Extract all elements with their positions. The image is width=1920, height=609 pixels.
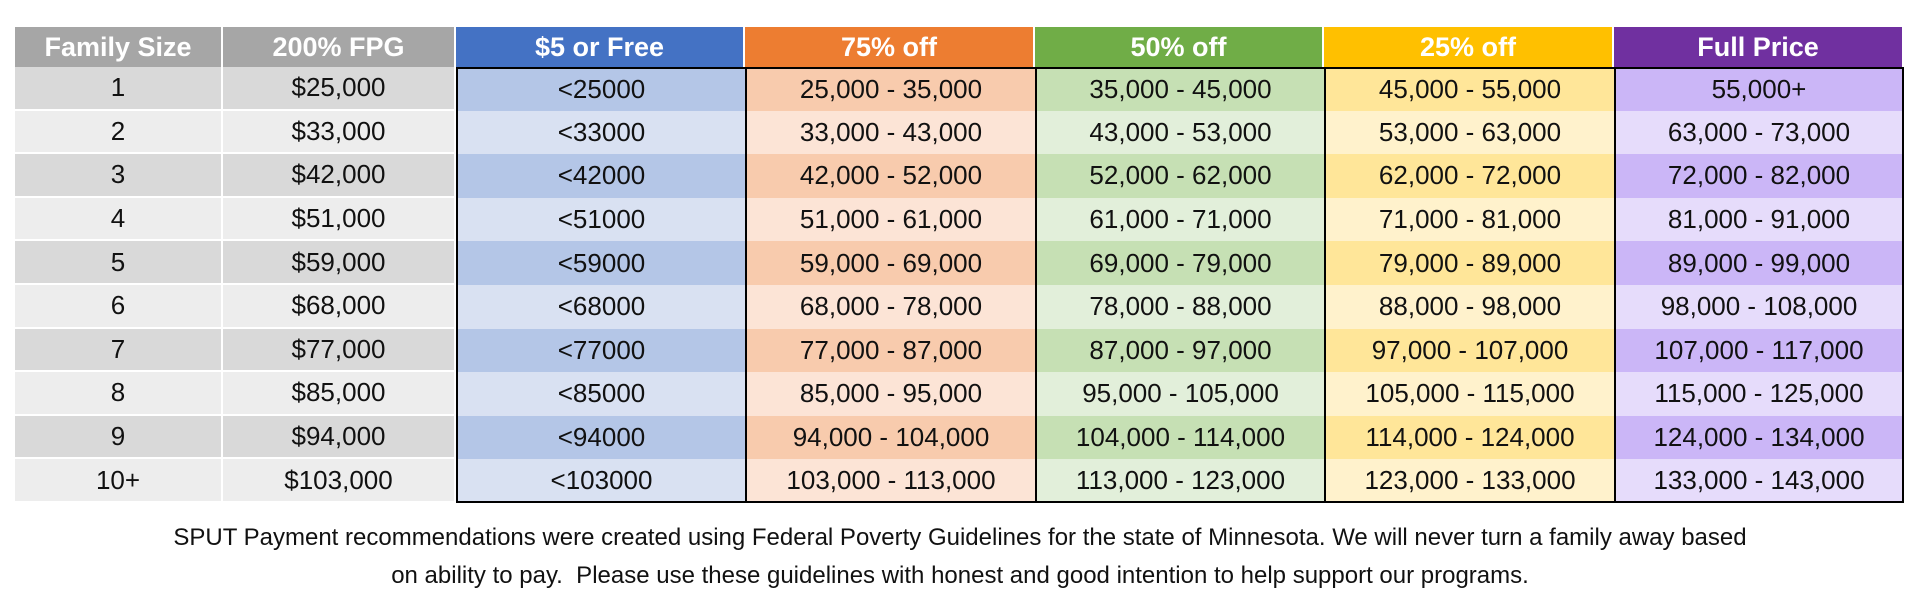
table-cell: 63,000 - 73,000	[1614, 110, 1904, 155]
header-cell: 75% off	[745, 27, 1035, 67]
table-cell: $68,000	[223, 285, 456, 329]
table-cell: 68,000 - 78,000	[745, 285, 1035, 329]
table-cell: 42,000 - 52,000	[745, 154, 1035, 198]
table-cell: <59000	[456, 241, 745, 285]
table-cell: $25,000	[223, 67, 456, 111]
table-cell: 113,000 - 123,000	[1035, 459, 1324, 503]
table-cell: 6	[15, 285, 223, 329]
table-cell: $33,000	[223, 110, 456, 155]
footer-line: on ability to pay. Please use these guid…	[391, 562, 1529, 589]
table-cell: 104,000 - 114,000	[1035, 415, 1324, 460]
table-cell: 115,000 - 125,000	[1614, 372, 1904, 416]
header-cell: 50% off	[1035, 27, 1324, 67]
table-cell: $51,000	[223, 197, 456, 242]
table-cell: 77,000 - 87,000	[745, 328, 1035, 373]
header-cell: Family Size	[15, 27, 223, 67]
table-cell: 78,000 - 88,000	[1035, 285, 1324, 329]
table-cell: <94000	[456, 415, 745, 460]
table-cell: $103,000	[223, 459, 456, 503]
table-cell: <103000	[456, 459, 745, 503]
table-cell: <42000	[456, 154, 745, 198]
table-cell: <77000	[456, 328, 745, 373]
table-cell: 7	[15, 328, 223, 373]
table-cell: 95,000 - 105,000	[1035, 372, 1324, 416]
table-cell: $94,000	[223, 415, 456, 460]
header-cell: Full Price	[1614, 27, 1904, 67]
table-cell: 97,000 - 107,000	[1324, 328, 1614, 373]
table-cell: 43,000 - 53,000	[1035, 110, 1324, 155]
table-cell: 88,000 - 98,000	[1324, 285, 1614, 329]
header-cell: $5 or Free	[456, 27, 745, 67]
table-cell: 4	[15, 197, 223, 242]
table-cell: 51,000 - 61,000	[745, 197, 1035, 242]
table-cell: 71,000 - 81,000	[1324, 197, 1614, 242]
table-cell: 45,000 - 55,000	[1324, 67, 1614, 111]
table-cell: 2	[15, 110, 223, 155]
table-cell: 85,000 - 95,000	[745, 372, 1035, 416]
table-cell: <51000	[456, 197, 745, 242]
table-cell: 72,000 - 82,000	[1614, 154, 1904, 198]
table-cell: 25,000 - 35,000	[745, 67, 1035, 111]
table-cell: 55,000+	[1614, 67, 1904, 111]
table-cell: 59,000 - 69,000	[745, 241, 1035, 285]
table-cell: 61,000 - 71,000	[1035, 197, 1324, 242]
table-cell: $42,000	[223, 154, 456, 198]
table-cell: 103,000 - 113,000	[745, 459, 1035, 503]
table-cell: 33,000 - 43,000	[745, 110, 1035, 155]
table-cell: 94,000 - 104,000	[745, 415, 1035, 460]
table-cell: 114,000 - 124,000	[1324, 415, 1614, 460]
table-cell: 9	[15, 415, 223, 460]
footer-line: SPUT Payment recommendations were create…	[173, 524, 1747, 551]
table-cell: 1	[15, 67, 223, 111]
header-cell: 25% off	[1324, 27, 1614, 67]
table-cell: 81,000 - 91,000	[1614, 197, 1904, 242]
table-cell: 52,000 - 62,000	[1035, 154, 1324, 198]
table-cell: 98,000 - 108,000	[1614, 285, 1904, 329]
table-cell: 124,000 - 134,000	[1614, 415, 1904, 460]
table-cell: 5	[15, 241, 223, 285]
table-cell: <85000	[456, 372, 745, 416]
table-cell: 10+	[15, 459, 223, 503]
table-cell: 62,000 - 72,000	[1324, 154, 1614, 198]
table-cell: 89,000 - 99,000	[1614, 241, 1904, 285]
table-cell: 107,000 - 117,000	[1614, 328, 1904, 373]
table-cell: 79,000 - 89,000	[1324, 241, 1614, 285]
table-cell: $85,000	[223, 372, 456, 416]
table-cell: $59,000	[223, 241, 456, 285]
table-cell: 105,000 - 115,000	[1324, 372, 1614, 416]
table-cell: 69,000 - 79,000	[1035, 241, 1324, 285]
table-cell: $77,000	[223, 328, 456, 373]
table-cell: 35,000 - 45,000	[1035, 67, 1324, 111]
table-cell: 8	[15, 372, 223, 416]
table-cell: 123,000 - 133,000	[1324, 459, 1614, 503]
table-cell: <68000	[456, 285, 745, 329]
table-cell: <25000	[456, 67, 745, 111]
table-cell: <33000	[456, 110, 745, 155]
header-cell: 200% FPG	[223, 27, 456, 67]
table-cell: 3	[15, 154, 223, 198]
table-cell: 87,000 - 97,000	[1035, 328, 1324, 373]
table-cell: 53,000 - 63,000	[1324, 110, 1614, 155]
table-cell: 133,000 - 143,000	[1614, 459, 1904, 503]
